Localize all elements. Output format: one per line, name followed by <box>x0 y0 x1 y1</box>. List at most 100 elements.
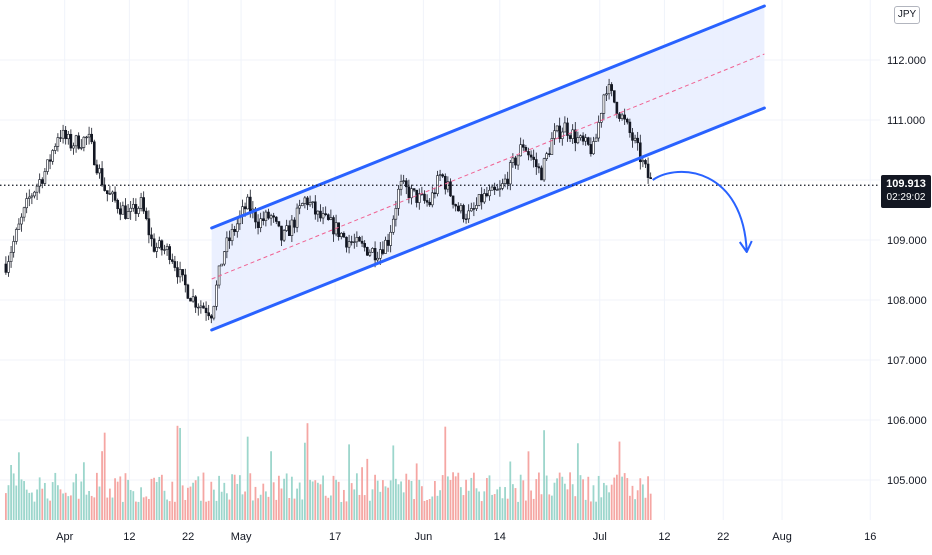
candle-body <box>589 144 593 155</box>
candle-body <box>576 137 580 144</box>
candle-body <box>537 166 541 169</box>
candle-body <box>615 101 619 115</box>
volume-bar <box>20 479 23 520</box>
volume-bar <box>332 475 335 520</box>
candle-body <box>519 144 522 157</box>
candle-body <box>12 241 15 253</box>
candle-body <box>22 207 26 218</box>
volume-bar <box>186 487 189 520</box>
volume-bar <box>636 490 639 520</box>
volume-bar <box>613 477 616 520</box>
volume-bar <box>225 493 228 520</box>
candle-body <box>545 153 548 160</box>
volume-bar <box>506 498 509 520</box>
volume-bar <box>379 491 382 520</box>
volume-bar <box>363 495 366 520</box>
forecast-arrow <box>652 170 753 253</box>
volume-bar <box>272 482 275 520</box>
volume-bar <box>644 497 647 520</box>
candle-body <box>246 196 249 210</box>
candle-body <box>402 180 405 182</box>
volume-bar <box>210 481 213 520</box>
volume-bar <box>621 476 623 520</box>
candle-body <box>363 243 366 248</box>
volume-bar <box>82 462 85 520</box>
x-tick-label: 16 <box>864 531 876 543</box>
candle-body <box>222 251 226 265</box>
volume-bar <box>522 480 525 520</box>
volume-bar <box>290 476 293 520</box>
countdown-label: 02:29:02 <box>886 192 926 203</box>
volume-bar <box>579 475 582 520</box>
candle-body <box>293 219 296 228</box>
candle-body <box>69 133 73 149</box>
volume-bar <box>223 482 226 520</box>
volume-bar <box>124 473 127 520</box>
candle-body <box>605 93 608 96</box>
candle-body <box>584 137 587 142</box>
volume-bar <box>397 484 400 520</box>
candle-body <box>160 240 164 251</box>
current-price-tag: 109.913 02:29:02 <box>881 175 931 208</box>
y-tick-label: 107.000 <box>887 355 927 367</box>
candle-body <box>612 90 616 103</box>
candle-body <box>272 215 275 218</box>
candle-body <box>163 249 166 251</box>
volume-bar <box>550 495 553 520</box>
volume-bar <box>103 432 106 520</box>
currency-badge[interactable]: JPY <box>894 6 920 24</box>
candle-body <box>134 204 138 214</box>
volume-bar <box>283 478 285 520</box>
candle-body <box>620 114 624 119</box>
forecast-arrow-curve <box>652 170 748 253</box>
volume-bar <box>431 496 434 520</box>
candle-body <box>90 133 93 143</box>
candle-body <box>282 230 286 241</box>
candle-body <box>48 159 52 162</box>
volume-bar <box>530 490 532 520</box>
volume-bar <box>41 488 44 520</box>
volume-bar <box>205 501 207 520</box>
volume-bar <box>197 476 200 520</box>
candle-body <box>337 222 340 237</box>
volume-bar <box>145 496 148 520</box>
x-tick-label: May <box>231 531 252 543</box>
candle-body <box>321 213 325 219</box>
candle-body <box>610 84 613 91</box>
volume-bar <box>137 501 140 520</box>
candle-body <box>56 137 60 147</box>
candle-body <box>178 269 182 278</box>
volume-bar <box>558 472 561 520</box>
candle-body <box>137 208 140 214</box>
volume-bar <box>584 499 587 520</box>
candle-body <box>147 218 151 236</box>
volume-bar <box>384 486 387 520</box>
candle-body <box>555 125 559 132</box>
candle-body <box>454 204 457 207</box>
candle-body <box>475 205 478 209</box>
volume-bar <box>220 491 223 520</box>
candle-body <box>277 221 281 227</box>
volume-bar <box>75 473 77 520</box>
candle-body <box>397 188 400 209</box>
candle-body <box>386 239 390 246</box>
candle-body <box>586 137 590 145</box>
candle-body <box>298 205 301 209</box>
volume-bar <box>49 500 51 520</box>
candle-body <box>495 189 499 191</box>
volume-bar <box>556 478 558 520</box>
volume-bars <box>4 423 652 520</box>
candle-body <box>27 196 31 199</box>
x-axis[interactable]: Apr 12 22 May 17 Jun 14 Jul 12 22 Aug 16 <box>56 531 876 543</box>
candle-body <box>220 263 223 267</box>
volume-bar <box>436 495 439 520</box>
y-axis[interactable]: 112.000111.000110.000109.000108.000107.0… <box>887 55 927 487</box>
candle-body <box>191 296 195 302</box>
candle-body <box>376 257 379 261</box>
candle-body <box>326 214 330 220</box>
volume-bar <box>80 481 83 520</box>
volume-bar <box>597 475 600 520</box>
volume-bar <box>509 461 512 520</box>
